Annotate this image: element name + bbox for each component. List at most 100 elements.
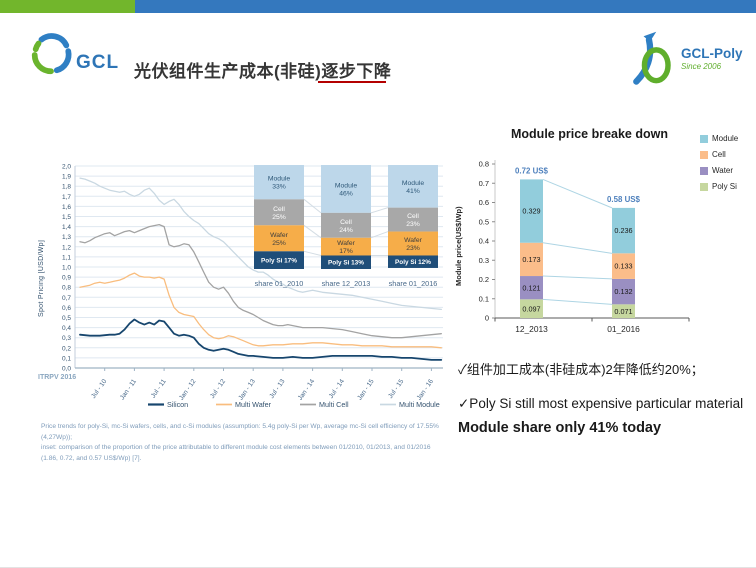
key-points: ✓组件加工成本(非硅成本)2年降低约20%； ✓Poly Si still mo… bbox=[458, 361, 756, 436]
svg-text:Jan - 16: Jan - 16 bbox=[416, 378, 436, 402]
svg-text:Wafer: Wafer bbox=[270, 232, 289, 239]
inset-segment-cell bbox=[254, 199, 304, 226]
svg-text:Module: Module bbox=[335, 182, 358, 189]
chart-footnote: Price trends for poly-Si, mc-Si wafers, … bbox=[41, 422, 455, 464]
gcl-globe-icon bbox=[31, 33, 72, 75]
inset-segment-module bbox=[254, 165, 304, 200]
inset-segment-poly-si bbox=[321, 255, 371, 269]
top-bar-blue-segment bbox=[135, 0, 756, 13]
module-price-plot: 0 0.1 0.2 0.3 0.4 0.5 0.6 0.7 0.8 0.097 0.121 0.173… bbox=[479, 160, 690, 334]
svg-text:0.133: 0.133 bbox=[614, 262, 632, 271]
bar-segment-poly-si bbox=[520, 299, 543, 318]
legend-swatch bbox=[700, 134, 708, 143]
page-title: 光伏组件生产成本(非硅)逐步下降 bbox=[134, 62, 392, 81]
line-series-multi-module bbox=[79, 177, 442, 311]
legend-swatch bbox=[700, 166, 708, 175]
inset-segment-poly-si bbox=[388, 255, 438, 268]
svg-text:17%: 17% bbox=[339, 248, 353, 255]
svg-text:0.72 US$: 0.72 US$ bbox=[515, 166, 549, 175]
top-accent-bar bbox=[0, 0, 756, 13]
footnote-line: (1.86, 0.72, and 0.57 US$/Wp) [7]. bbox=[41, 454, 142, 462]
bar-segment-cell bbox=[612, 253, 635, 279]
bullet-cost-reduction: ✓组件加工成本(非硅成本)2年降低约20%； bbox=[458, 362, 704, 377]
svg-text:25%: 25% bbox=[272, 214, 286, 221]
svg-text:Wafer: Wafer bbox=[337, 240, 356, 247]
svg-text:0,9: 0,9 bbox=[62, 275, 71, 282]
svg-text:Poly Si 12%: Poly Si 12% bbox=[395, 259, 431, 266]
line-series-multi-cell bbox=[79, 223, 442, 339]
svg-text:0,7: 0,7 bbox=[62, 295, 71, 302]
svg-text:Jan - 11: Jan - 11 bbox=[119, 378, 138, 401]
svg-text:Module: Module bbox=[268, 176, 291, 183]
svg-text:0,8: 0,8 bbox=[62, 285, 71, 292]
inset-segment-cell bbox=[321, 212, 371, 238]
svg-text:41%: 41% bbox=[406, 188, 420, 195]
line-series-multi-wafer bbox=[79, 272, 442, 349]
svg-text:0: 0 bbox=[485, 314, 489, 323]
title-underline bbox=[318, 81, 386, 83]
svg-text:1,2: 1,2 bbox=[62, 244, 71, 251]
svg-text:0.58 US$: 0.58 US$ bbox=[607, 195, 641, 204]
svg-text:Jul - 14: Jul - 14 bbox=[328, 378, 346, 400]
inset-segment-wafer bbox=[388, 231, 438, 256]
svg-text:1,4: 1,4 bbox=[62, 224, 71, 231]
svg-text:0.121: 0.121 bbox=[522, 283, 540, 292]
top-bar-green-segment bbox=[0, 0, 135, 13]
svg-text:0,6: 0,6 bbox=[62, 305, 71, 312]
svg-text:1,1: 1,1 bbox=[62, 254, 71, 261]
chart-source-label: ITRPV 2016 bbox=[38, 374, 77, 381]
svg-text:0.132: 0.132 bbox=[614, 287, 632, 296]
svg-text:Multi Wafer: Multi Wafer bbox=[235, 400, 272, 409]
svg-text:33%: 33% bbox=[272, 184, 286, 191]
svg-text:0.236: 0.236 bbox=[614, 226, 632, 235]
svg-text:Jan - 12: Jan - 12 bbox=[178, 378, 198, 402]
gcl-logo-text: GCL bbox=[76, 52, 120, 73]
legend-item-poly-si: Poly Si bbox=[700, 182, 738, 191]
svg-text:24%: 24% bbox=[339, 227, 353, 234]
svg-text:Silicon: Silicon bbox=[167, 400, 188, 409]
bar-segment-water bbox=[520, 276, 543, 300]
svg-text:0,0: 0,0 bbox=[62, 366, 71, 373]
bar-segment-water bbox=[612, 278, 635, 305]
legend-swatch bbox=[700, 182, 708, 191]
svg-text:23%: 23% bbox=[406, 245, 420, 252]
svg-text:share 01_2016: share 01_2016 bbox=[389, 279, 438, 288]
svg-text:Jul - 11: Jul - 11 bbox=[150, 378, 168, 400]
footnote-line: Price trends for poly-Si, mc-Si wafers, … bbox=[41, 423, 439, 441]
legend-swatch bbox=[700, 150, 708, 159]
svg-text:0,4: 0,4 bbox=[62, 325, 71, 332]
svg-text:01_2016: 01_2016 bbox=[607, 324, 640, 334]
bar-segment-module bbox=[612, 207, 635, 254]
svg-text:0.5: 0.5 bbox=[479, 217, 489, 226]
svg-text:Jul - 13: Jul - 13 bbox=[268, 378, 286, 400]
svg-text:0.8: 0.8 bbox=[479, 160, 489, 169]
svg-text:0.097: 0.097 bbox=[522, 304, 540, 313]
spot-pricing-chart: Spot Pricing [USD/Wp] 2,0 1,9 1,8 1,7 1,6 1,5… bbox=[36, 138, 456, 468]
bullet-polysi-expensive: ✓Poly Si still most expensive particular… bbox=[458, 396, 744, 412]
svg-text:Poly Si 17%: Poly Si 17% bbox=[261, 258, 297, 265]
gcl-poly-10th-icon bbox=[633, 31, 671, 85]
svg-text:0.173: 0.173 bbox=[522, 255, 540, 264]
svg-text:Jan - 14: Jan - 14 bbox=[297, 378, 317, 402]
inset-segment-module bbox=[388, 165, 438, 208]
svg-text:Jan - 13: Jan - 13 bbox=[237, 378, 257, 402]
module-price-chart-legend: Module Cell Water Poly Si bbox=[700, 134, 738, 198]
svg-text:0,2: 0,2 bbox=[62, 345, 71, 352]
gcl-poly-tagline: Since 2006 bbox=[681, 61, 722, 71]
bullet-module-share: Module share only 41% today bbox=[458, 420, 662, 437]
svg-text:0.6: 0.6 bbox=[479, 198, 489, 207]
svg-text:Cell: Cell bbox=[340, 219, 352, 226]
legend-label: Cell bbox=[712, 150, 726, 159]
gcl-poly-text-block: GCL-Poly Since 2006 bbox=[681, 46, 743, 71]
svg-text:1,0: 1,0 bbox=[62, 265, 71, 272]
svg-text:Cell: Cell bbox=[273, 206, 285, 213]
svg-text:46%: 46% bbox=[339, 190, 353, 197]
module-price-chart-title: Module price breake down bbox=[511, 127, 668, 141]
svg-text:1,7: 1,7 bbox=[62, 194, 71, 201]
svg-text:0.1: 0.1 bbox=[479, 294, 489, 303]
svg-text:Multi Module: Multi Module bbox=[399, 400, 440, 409]
svg-text:0.4: 0.4 bbox=[479, 237, 489, 246]
svg-text:0,3: 0,3 bbox=[62, 335, 71, 342]
svg-text:0,1: 0,1 bbox=[62, 355, 71, 362]
svg-text:12_2013: 12_2013 bbox=[515, 324, 548, 334]
